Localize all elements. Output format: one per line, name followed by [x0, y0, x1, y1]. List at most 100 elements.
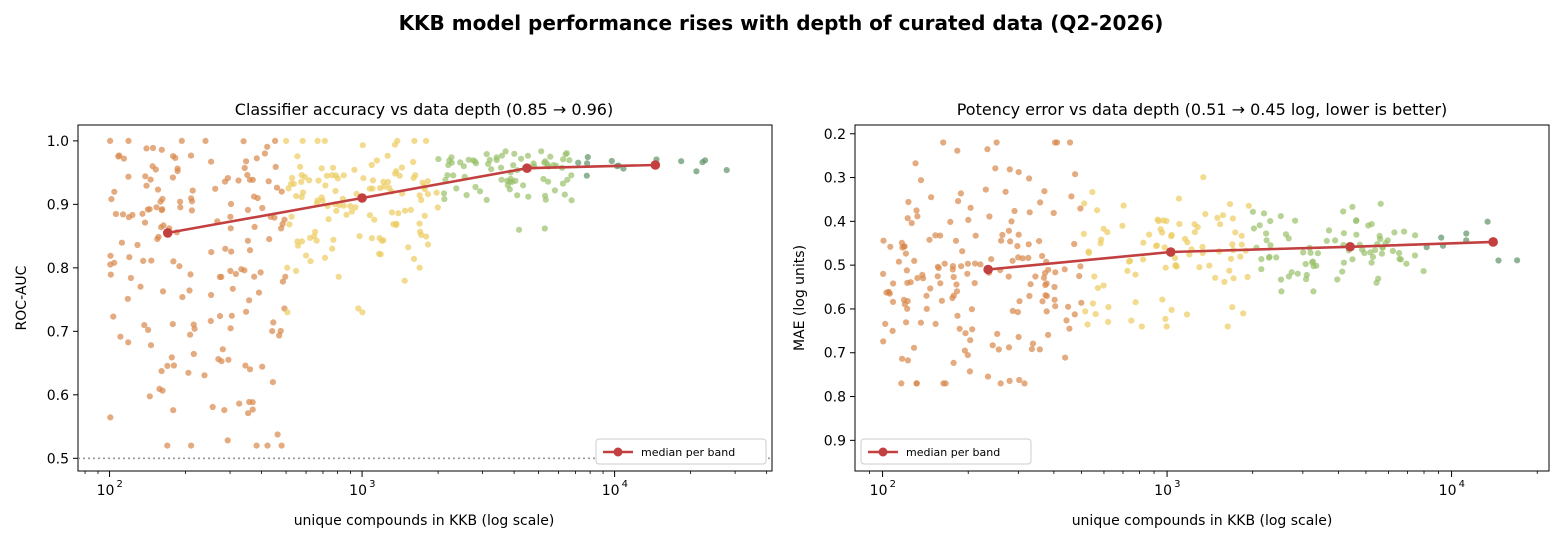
right-scatter-point: [1278, 288, 1285, 295]
right-scatter-point: [1019, 255, 1026, 262]
right-scatter-point: [911, 257, 918, 264]
left-scatter-point: [294, 153, 301, 160]
left-scatter-point: [265, 178, 272, 185]
left-scatter-point: [147, 176, 154, 183]
left-scatter-point: [398, 164, 405, 171]
left-scatter-point: [485, 160, 492, 167]
left-scatter-point: [340, 202, 347, 209]
right-scatter-point: [1288, 269, 1295, 276]
right-scatter-point: [880, 270, 887, 277]
right-scatter-point: [1217, 221, 1224, 228]
left-scatter-point: [444, 172, 451, 179]
left-panel-title: Classifier accuracy vs data depth (0.85 …: [235, 100, 613, 119]
left-scatter-point: [497, 164, 505, 171]
right-scatter-point: [1089, 300, 1096, 307]
right-scatter-point: [932, 232, 939, 239]
left-scatter-point: [272, 137, 279, 144]
right-scatter-point: [1237, 253, 1244, 260]
left-scatter-point: [493, 156, 500, 164]
right-scatter-point: [1258, 266, 1265, 273]
left-scatter-point: [384, 178, 392, 186]
left-scatter-point: [189, 187, 196, 194]
left-scatter-point: [723, 167, 730, 174]
left-scatter-point: [322, 182, 329, 189]
left-scatter-point: [221, 178, 229, 185]
right-scatter-point: [938, 297, 946, 304]
right-scatter-point: [1025, 241, 1032, 248]
right-x-tick-exponent: 2: [890, 479, 896, 490]
left-scatter-point: [158, 207, 165, 214]
right-scatter-point: [1353, 231, 1360, 238]
right-scatter-point: [1014, 309, 1022, 316]
left-legend-marker: [613, 447, 623, 457]
left-scatter-point: [545, 178, 552, 185]
left-scatter-point: [608, 157, 615, 165]
left-x-axis-label: unique compounds in KKB (log scale): [294, 513, 555, 529]
left-scatter-point: [559, 180, 567, 187]
left-scatter-point: [388, 209, 395, 216]
right-scatter-point: [1396, 250, 1403, 257]
right-scatter-point: [1244, 273, 1251, 281]
right-scatter-point: [1039, 252, 1046, 260]
right-scatter-point: [1007, 238, 1014, 245]
right-scatter-point: [910, 344, 918, 351]
right-scatter-point: [1403, 260, 1410, 267]
right-scatter-point: [1163, 323, 1170, 330]
left-scatter-point: [312, 228, 319, 235]
left-scatter-point: [566, 157, 573, 164]
left-scatter-point: [187, 152, 195, 159]
right-scatter-point: [914, 275, 921, 282]
right-scatter-point: [984, 373, 992, 380]
left-scatter-point: [170, 407, 177, 414]
right-scatter-point: [993, 139, 1000, 146]
left-scatter-point: [564, 176, 571, 183]
left-scatter-point: [410, 158, 417, 166]
left-scatter-point: [355, 305, 362, 312]
left-scatter-point: [185, 369, 192, 376]
left-scatter-point: [356, 233, 363, 240]
right-scatter-point: [1229, 304, 1236, 311]
left-scatter-point: [188, 198, 196, 205]
right-scatter-point: [1076, 273, 1083, 280]
left-scatter-point: [306, 177, 313, 184]
left-scatter-point: [303, 252, 310, 259]
left-scatter-point: [216, 313, 224, 320]
right-scatter-point: [1092, 311, 1099, 318]
left-scatter-point: [244, 171, 251, 179]
right-scatter-point: [1094, 284, 1101, 292]
right-y-axis-label: MAE (log units): [792, 245, 808, 351]
right-scatter-point: [1098, 236, 1105, 243]
right-scatter-point: [958, 263, 965, 270]
right-scatter-point: [986, 213, 993, 220]
left-scatter-point: [253, 442, 260, 449]
left-scatter-point: [154, 235, 161, 243]
right-scatter-point: [989, 342, 996, 349]
right-scatter-point: [1191, 229, 1198, 236]
left-scatter-point: [243, 158, 250, 165]
right-scatter-point: [1196, 264, 1203, 271]
left-scatter-point: [276, 332, 283, 339]
left-x-tick-label: 10: [349, 483, 367, 499]
right-scatter-point: [1240, 310, 1247, 317]
right-scatter-point: [1042, 292, 1049, 299]
right-scatter-point: [1120, 202, 1127, 209]
right-scatter-point: [999, 231, 1006, 238]
left-scatter-point: [386, 184, 393, 192]
right-scatter-point: [952, 237, 960, 244]
right-scatter-point: [1077, 263, 1084, 270]
left-scatter-point: [269, 328, 276, 335]
right-y-ticks: 0.2 0.3 0.4 0.5 0.6 0.7 0.8 0.9: [824, 127, 855, 449]
left-scatter-point: [240, 138, 247, 145]
left-scatter-point: [169, 321, 176, 328]
right-scatter-point: [1085, 249, 1092, 256]
left-scatter-point: [368, 235, 375, 242]
right-legend-marker: [878, 447, 888, 457]
right-scatter-point: [880, 237, 887, 244]
left-scatter-point: [158, 368, 165, 375]
right-scatter-point: [1006, 377, 1013, 384]
right-scatter-point: [950, 359, 957, 366]
left-median-point: [522, 163, 532, 173]
left-scatter-point: [457, 159, 464, 166]
right-scatter-point: [1006, 166, 1013, 173]
left-scatter-point: [149, 144, 157, 152]
